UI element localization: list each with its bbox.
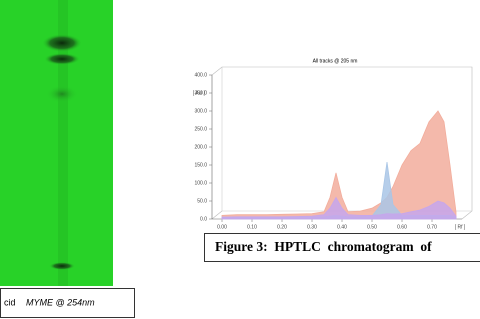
y-tick-label: 50.0 (197, 198, 207, 204)
area (221, 110, 457, 220)
figure-caption-box (204, 233, 480, 262)
spot (44, 53, 80, 65)
chart-title: All tracks @ 205 nm (313, 58, 358, 64)
x-tick-label: 0.50 (367, 224, 377, 230)
chart: All tracks @ 205 nm [ AU ] [ Rf ] 0.0 50.… (193, 58, 473, 230)
plate-caption-box (0, 288, 135, 318)
x-tick-label: 0.00 (217, 224, 227, 230)
y-tick-label: 400.0 (194, 72, 207, 78)
x-tick-label: 0.30 (307, 224, 317, 230)
plate-caption-prefix: cid (4, 297, 16, 307)
y-tick-label: 350.0 (194, 90, 207, 96)
y-tick-label: 0.0 (200, 216, 207, 222)
y-tick-label: 250.0 (194, 126, 207, 132)
x-tick-label: 0.10 (247, 224, 257, 230)
frame (211, 66, 473, 220)
plate-caption: MYME @ 254nm (26, 297, 95, 307)
x-tick-label: 0.20 (277, 224, 287, 230)
y-tick-label: 100.0 (194, 180, 207, 186)
spot (46, 85, 78, 103)
figure-caption: Figure 3: HPTLC chromatogram of (215, 239, 432, 254)
y-unit: [ AU ] (193, 90, 206, 96)
spot (42, 34, 82, 52)
spot (49, 262, 75, 270)
area (221, 196, 457, 220)
lane (58, 0, 68, 286)
frame (211, 210, 223, 220)
x-unit: [ Rf ] (455, 224, 466, 230)
x-tick-label: 0.60 (397, 224, 407, 230)
y-tick-label: 300.0 (194, 108, 207, 114)
x-tick-label: 0.70 (427, 224, 437, 230)
y-tick-label: 150.0 (194, 162, 207, 168)
y-tick-label: 200.0 (194, 144, 207, 150)
x-tick-label: 0.40 (337, 224, 347, 230)
